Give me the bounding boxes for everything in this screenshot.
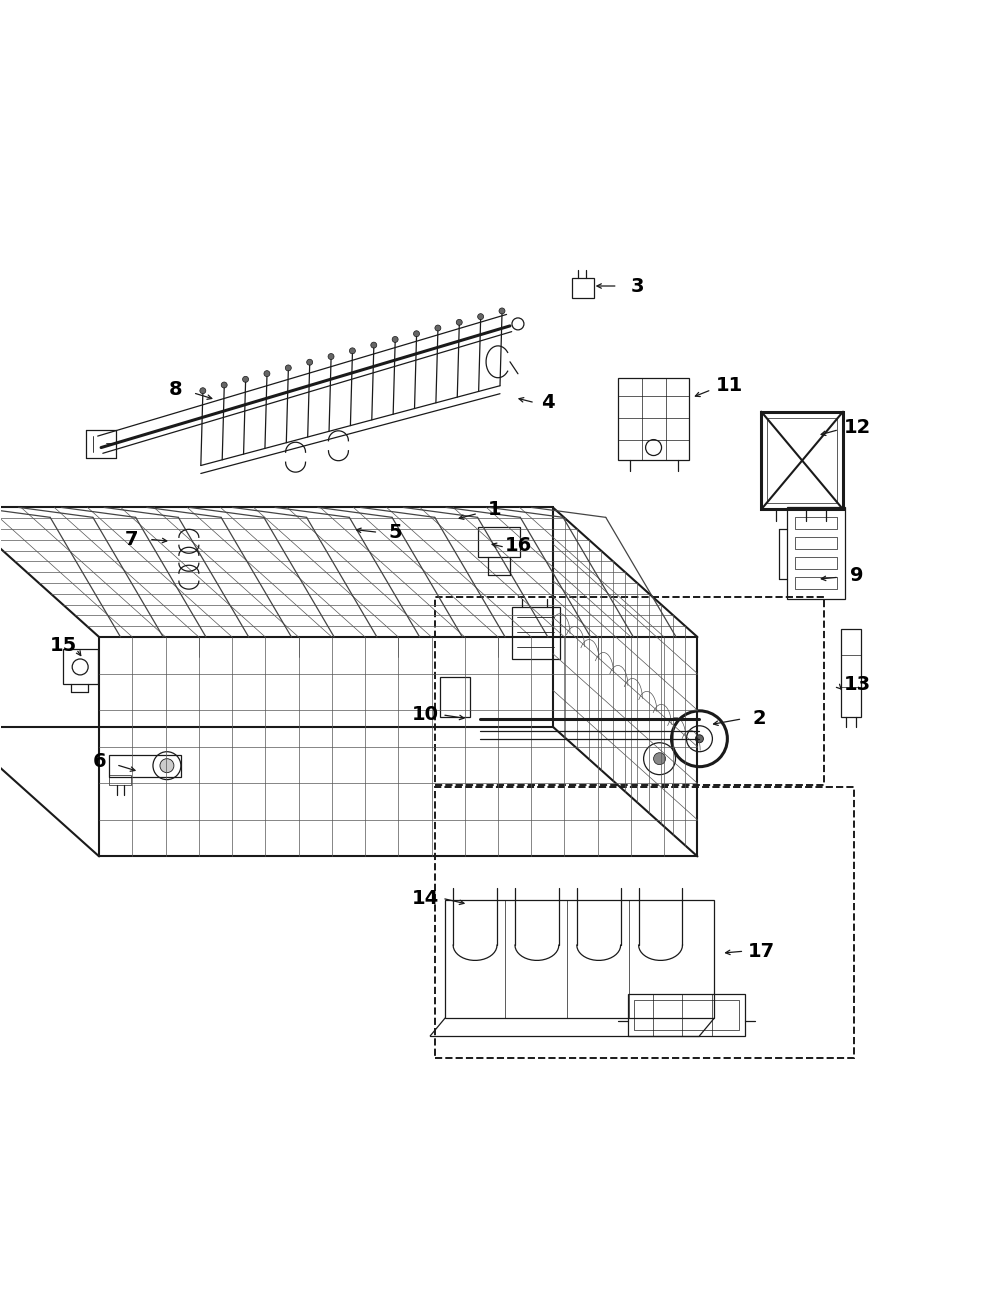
Bar [445,901,714,1018]
Bar [767,418,837,503]
Text: 14: 14 [412,889,439,908]
Text: 13: 13 [843,675,871,695]
Bar [435,787,854,1058]
Text: 1: 1 [488,499,502,519]
Circle shape [328,353,334,360]
Circle shape [392,336,398,343]
Bar [787,507,845,599]
Circle shape [695,735,703,743]
Bar [761,411,843,510]
Bar [478,528,520,558]
Text: 4: 4 [541,393,555,413]
Text: 11: 11 [716,377,743,395]
Text: 17: 17 [748,942,775,960]
Bar [440,677,470,717]
Circle shape [200,388,206,393]
Text: 7: 7 [124,529,138,549]
Circle shape [435,325,441,331]
Text: 2: 2 [752,709,766,729]
Bar [841,629,861,717]
Bar [634,1000,739,1030]
Text: 8: 8 [169,380,183,400]
Circle shape [349,348,355,353]
Bar [628,994,745,1036]
Text: 15: 15 [50,635,77,655]
Bar [435,597,824,784]
Bar [63,650,98,685]
Circle shape [414,331,420,336]
Text: 12: 12 [843,418,871,437]
Circle shape [285,365,291,371]
Circle shape [371,342,377,348]
Bar [795,518,837,529]
Text: 9: 9 [850,565,864,585]
Text: 16: 16 [504,536,532,555]
Text: 3: 3 [631,277,644,295]
Text: 6: 6 [92,752,106,771]
Bar [618,378,689,459]
Circle shape [654,753,666,765]
Bar [109,775,131,784]
Text: 10: 10 [412,705,439,725]
Circle shape [221,382,227,388]
Bar [795,558,837,569]
Bar [795,577,837,589]
Circle shape [478,313,484,320]
Circle shape [456,320,462,325]
Text: 5: 5 [388,523,402,542]
Bar [109,754,181,776]
Bar [572,278,594,298]
Circle shape [499,308,505,314]
Circle shape [243,377,249,382]
Circle shape [264,370,270,377]
Bar [512,607,560,659]
Bar [795,537,837,549]
Circle shape [160,758,174,773]
Circle shape [307,360,313,365]
